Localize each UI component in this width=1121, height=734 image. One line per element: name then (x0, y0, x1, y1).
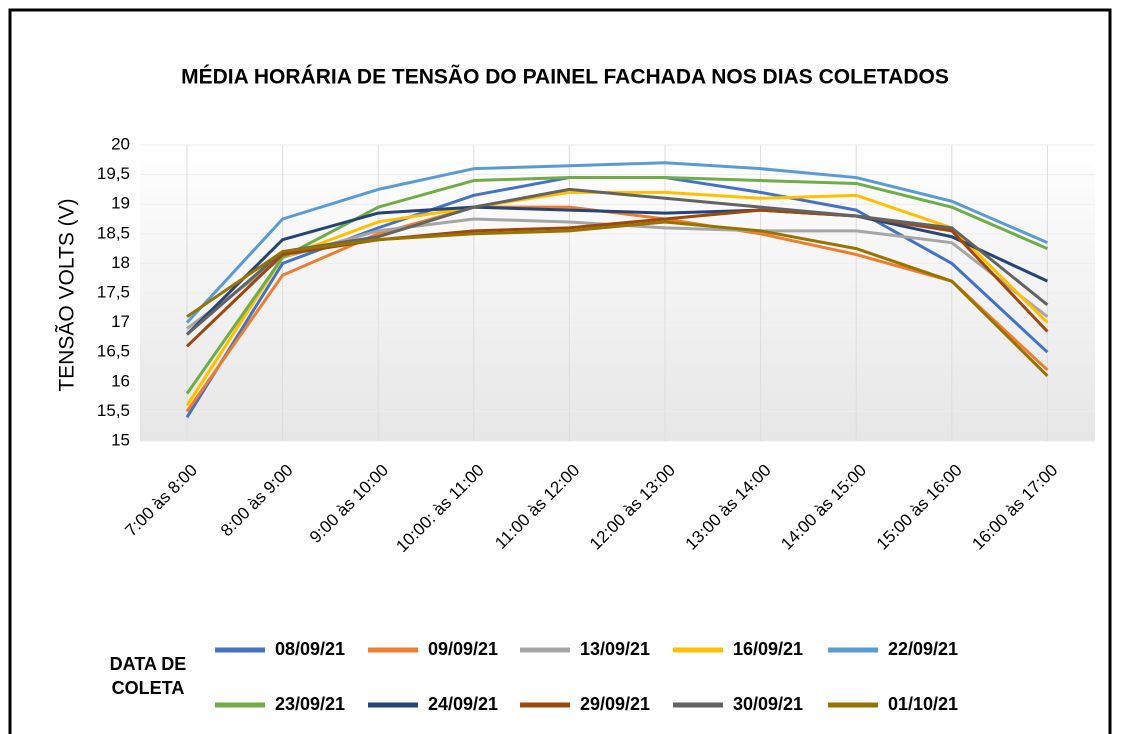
legend-label: 22/09/21 (888, 639, 958, 659)
y-tick-label: 17,5 (97, 282, 130, 301)
x-tick-label: 8:00 às 9:00 (217, 461, 297, 541)
legend-label: 09/09/21 (428, 639, 498, 659)
x-tick-label: 14:00 às 15:00 (777, 461, 870, 554)
y-tick-label: 16,5 (97, 342, 130, 361)
x-tick-label: 15:00 às 16:00 (873, 461, 966, 554)
y-tick-label: 18 (111, 253, 130, 272)
legend-label: 24/09/21 (428, 694, 498, 714)
chart-title: MÉDIA HORÁRIA DE TENSÃO DO PAINEL FACHAD… (181, 66, 949, 89)
y-tick-label: 19,5 (97, 164, 130, 183)
x-tick-label: 12:00 às 13:00 (586, 461, 679, 554)
y-tick-label: 19 (111, 194, 130, 213)
legend-label: 13/09/21 (580, 639, 650, 659)
y-tick-label: 17 (111, 312, 130, 331)
legend-label: 16/09/21 (733, 639, 803, 659)
x-tick-label: 13:00 às 14:00 (682, 461, 775, 554)
legend-title: DATA DE COLETA (109, 654, 187, 698)
y-tick-label: 15,5 (97, 401, 130, 420)
x-tick-label: 10:00: às 11:00 (392, 461, 487, 556)
x-tick-label: 9:00 às 10:00 (306, 461, 392, 547)
series-line (185, 205, 1049, 336)
legend-label: 08/09/21 (275, 639, 345, 659)
series-line (185, 176, 1048, 395)
x-tick-label: 16:00 às 17:00 (968, 461, 1061, 554)
y-tick-label: 16 (111, 371, 130, 390)
legend-label: 30/09/21 (733, 694, 803, 714)
y-tick-label: 18,5 (97, 223, 130, 242)
legend-label: 23/09/21 (275, 694, 345, 714)
y-tick-label: 15 (111, 430, 130, 449)
x-tick-label: 11:00 às 12:00 (491, 461, 583, 553)
legend-label: 01/10/21 (888, 694, 958, 714)
x-tick-label: 7:00 às 8:00 (121, 461, 201, 541)
series-line (186, 220, 1049, 377)
y-axis-label: TENSÃO VOLTS (V) (55, 198, 79, 391)
series-line (185, 161, 1048, 324)
frame (8, 8, 1112, 734)
y-tick-label: 20 (111, 134, 130, 153)
legend-label: 29/09/21 (580, 694, 650, 714)
